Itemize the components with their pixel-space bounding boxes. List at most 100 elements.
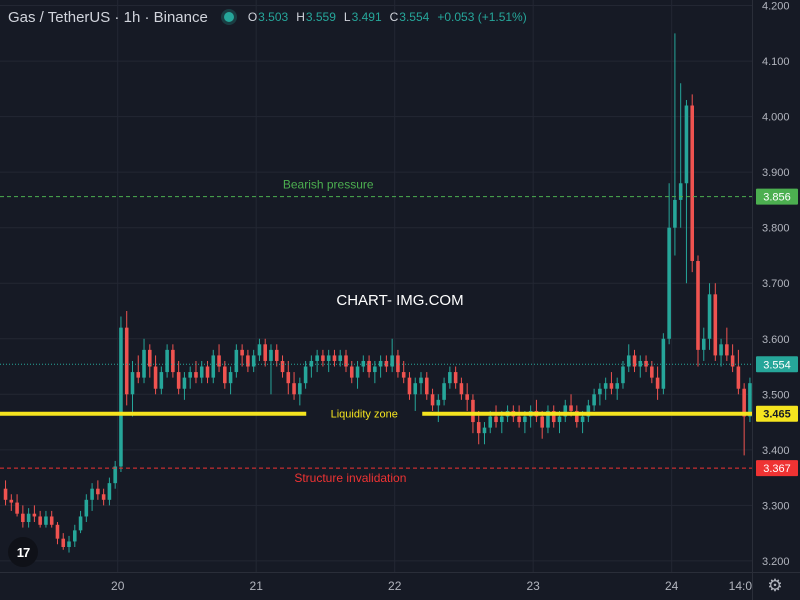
candle bbox=[298, 377, 302, 406]
candle-body bbox=[650, 366, 654, 378]
candle-body bbox=[459, 383, 464, 395]
candle-body bbox=[378, 360, 383, 367]
candle bbox=[396, 349, 400, 378]
tradingview-logo-icon[interactable]: 17 bbox=[8, 537, 38, 567]
candle bbox=[626, 344, 631, 373]
candle bbox=[9, 494, 14, 511]
candle bbox=[159, 366, 164, 395]
candle-body bbox=[130, 372, 135, 395]
candle-body bbox=[673, 199, 677, 228]
candle bbox=[713, 283, 718, 361]
y-tick-label: 3.200 bbox=[762, 556, 790, 568]
candle-body bbox=[9, 499, 14, 503]
candle bbox=[263, 338, 267, 367]
close-value: 3.554 bbox=[399, 10, 430, 24]
candle-body bbox=[240, 349, 244, 356]
candle-body bbox=[234, 349, 239, 373]
candle-body bbox=[448, 372, 452, 384]
candle-body bbox=[725, 344, 729, 356]
x-tick-label: 22 bbox=[388, 579, 402, 593]
candle-body bbox=[119, 327, 123, 467]
candle-body bbox=[598, 388, 602, 395]
candle bbox=[707, 283, 712, 350]
y-tick-label: 3.400 bbox=[762, 445, 790, 457]
candle bbox=[211, 349, 216, 384]
levels-layer: Bearish pressure Liquidity zone Structure … bbox=[0, 178, 752, 485]
candle bbox=[430, 388, 435, 411]
candle-body bbox=[719, 344, 723, 356]
candle-body bbox=[713, 294, 718, 356]
candle-body bbox=[344, 355, 348, 367]
candle-body bbox=[413, 383, 418, 395]
candle-body bbox=[748, 383, 752, 417]
candle-body bbox=[321, 355, 325, 361]
price-change: +0.053 (+1.51%) bbox=[437, 10, 527, 24]
candle-body bbox=[367, 360, 371, 373]
candle-body bbox=[517, 416, 521, 423]
candle bbox=[459, 377, 464, 400]
candle bbox=[61, 533, 66, 550]
candle bbox=[286, 360, 291, 395]
candle-body bbox=[142, 349, 146, 378]
candle-body bbox=[315, 355, 319, 361]
candle-body bbox=[540, 416, 544, 428]
candle-body bbox=[182, 377, 187, 389]
ohlc-low: L3.491 bbox=[344, 10, 382, 24]
candle bbox=[182, 372, 187, 400]
candle-body bbox=[49, 516, 54, 525]
candle-body bbox=[113, 466, 117, 484]
candle bbox=[598, 383, 602, 406]
candle bbox=[257, 338, 262, 361]
candle bbox=[378, 355, 383, 378]
candle bbox=[107, 477, 112, 506]
candle-body bbox=[436, 399, 441, 406]
candle-body bbox=[638, 360, 643, 367]
candle bbox=[338, 349, 343, 367]
candle-body bbox=[396, 355, 400, 373]
level-structure-invalidation: Structure invalidation bbox=[0, 467, 752, 485]
symbol-title[interactable]: Gas / TetherUS · 1h · Binance bbox=[8, 8, 208, 26]
candle-body bbox=[453, 372, 458, 384]
candle bbox=[280, 355, 285, 378]
candle-body bbox=[615, 383, 619, 389]
candle-body bbox=[742, 388, 746, 417]
candle bbox=[223, 360, 227, 389]
candle-body bbox=[251, 355, 256, 367]
time-axis[interactable]: 20 21 22 23 24 14:0 bbox=[0, 572, 800, 594]
candle-body bbox=[563, 405, 568, 417]
candle-body bbox=[292, 383, 296, 395]
candle bbox=[240, 344, 244, 367]
candle bbox=[55, 522, 60, 545]
candle bbox=[719, 338, 723, 367]
candle bbox=[678, 83, 683, 228]
candle-body bbox=[165, 349, 169, 373]
candle-body bbox=[736, 366, 741, 389]
candle-body bbox=[223, 366, 227, 384]
candle-body bbox=[621, 366, 625, 384]
price-axis[interactable]: 4.200 4.100 4.000 3.900 3.800 3.700 3.600 3.500… bbox=[752, 0, 800, 600]
chart-header: Gas / TetherUS · 1h · Binance O3.503 H3.… bbox=[8, 7, 527, 27]
candle bbox=[407, 372, 412, 400]
candle bbox=[638, 355, 643, 378]
candle-body bbox=[55, 524, 60, 539]
candle bbox=[309, 355, 314, 378]
candle-body bbox=[603, 383, 608, 389]
candle-body bbox=[551, 410, 556, 423]
candle bbox=[690, 94, 695, 273]
candle-body bbox=[609, 383, 614, 389]
candle bbox=[234, 344, 239, 378]
candle-body bbox=[592, 394, 596, 406]
gear-icon[interactable]: ⚙ bbox=[767, 576, 783, 595]
candle-body bbox=[188, 372, 192, 378]
candle-body bbox=[701, 338, 706, 350]
candle-body bbox=[678, 183, 683, 200]
candle-body bbox=[280, 360, 285, 373]
candle bbox=[442, 377, 446, 406]
candle-body bbox=[730, 355, 735, 367]
candle-body bbox=[257, 344, 262, 356]
candle-body bbox=[667, 227, 671, 339]
candle-body bbox=[72, 530, 77, 542]
candle bbox=[632, 349, 637, 373]
level-price-tag bbox=[756, 405, 798, 422]
